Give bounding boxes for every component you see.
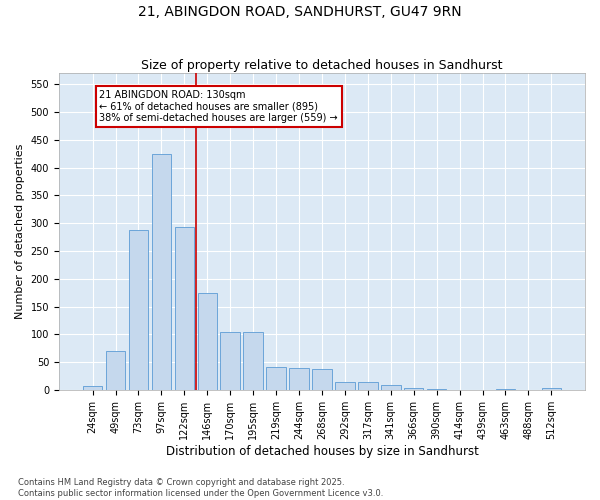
- Title: Size of property relative to detached houses in Sandhurst: Size of property relative to detached ho…: [141, 59, 503, 72]
- Bar: [381, 386, 401, 390]
- Bar: [358, 382, 377, 390]
- Bar: [496, 388, 515, 390]
- Bar: [220, 332, 240, 390]
- Bar: [427, 388, 446, 390]
- Text: Contains HM Land Registry data © Crown copyright and database right 2025.
Contai: Contains HM Land Registry data © Crown c…: [18, 478, 383, 498]
- Bar: [266, 366, 286, 390]
- Bar: [289, 368, 309, 390]
- Bar: [335, 382, 355, 390]
- Bar: [83, 386, 103, 390]
- Bar: [152, 154, 171, 390]
- Bar: [244, 332, 263, 390]
- Bar: [542, 388, 561, 390]
- Y-axis label: Number of detached properties: Number of detached properties: [15, 144, 25, 319]
- Bar: [175, 227, 194, 390]
- X-axis label: Distribution of detached houses by size in Sandhurst: Distribution of detached houses by size …: [166, 444, 478, 458]
- Bar: [106, 351, 125, 390]
- Bar: [404, 388, 424, 390]
- Bar: [197, 292, 217, 390]
- Text: 21, ABINGDON ROAD, SANDHURST, GU47 9RN: 21, ABINGDON ROAD, SANDHURST, GU47 9RN: [138, 5, 462, 19]
- Bar: [128, 230, 148, 390]
- Text: 21 ABINGDON ROAD: 130sqm
← 61% of detached houses are smaller (895)
38% of semi-: 21 ABINGDON ROAD: 130sqm ← 61% of detach…: [100, 90, 338, 123]
- Bar: [312, 368, 332, 390]
